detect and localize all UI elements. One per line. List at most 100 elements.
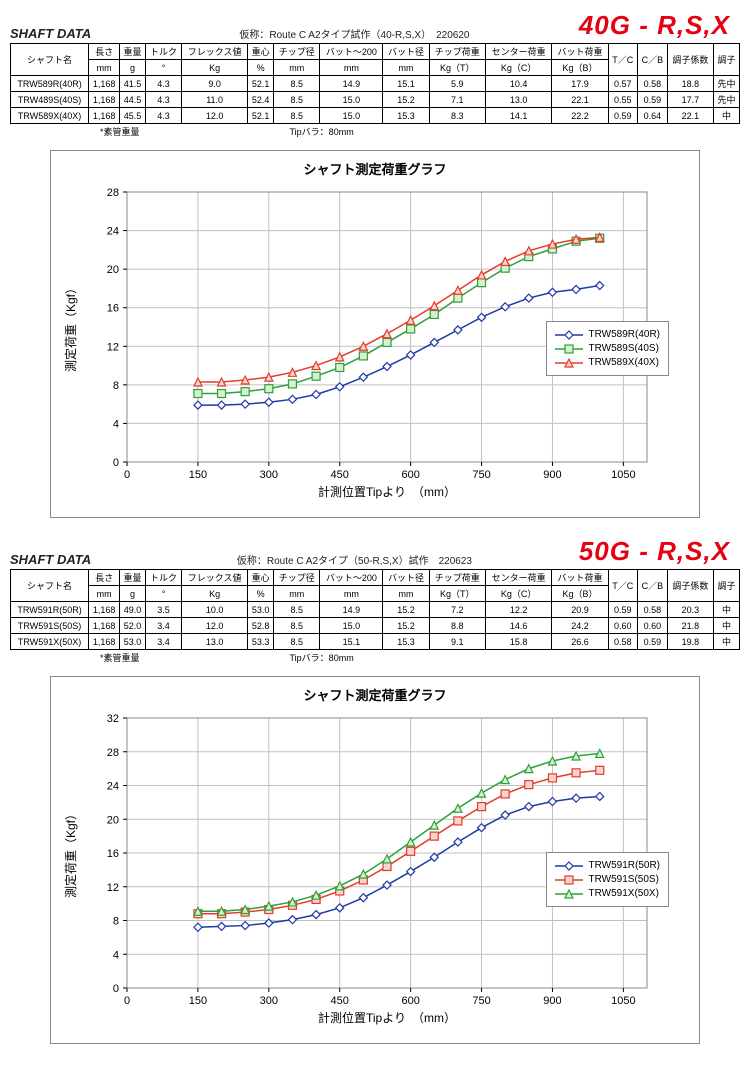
table-cell: 15.1 [320, 634, 383, 650]
table-subheader: Kg [182, 60, 248, 76]
table-subheader: g [120, 60, 146, 76]
table-cell: 52.0 [120, 618, 146, 634]
chart-container: シャフト測定荷重グラフ 0481216202428320150300450600… [50, 676, 700, 1044]
svg-text:600: 600 [401, 469, 419, 481]
table-cell: 0.64 [637, 108, 667, 124]
table-cell: 20.3 [667, 602, 713, 618]
footnote: Tipバラ：80mm [290, 651, 354, 664]
table-cell: 44.5 [120, 92, 146, 108]
table-cell: 14.9 [320, 76, 383, 92]
table-cell: 4.3 [146, 108, 182, 124]
table-cell: 0.59 [637, 634, 667, 650]
table-cell: 1,168 [89, 92, 120, 108]
table-cell: TRW591S(50S) [11, 618, 89, 634]
table-cell: TRW589R(40R) [11, 76, 89, 92]
section-red-title: 40G - R,S,X [579, 10, 730, 41]
svg-text:300: 300 [260, 469, 278, 481]
table-header: 長さ [89, 44, 120, 60]
svg-text:150: 150 [189, 469, 207, 481]
table-subheader: ° [146, 60, 182, 76]
table-subheader: Kg（C） [485, 586, 551, 602]
section-red-title: 50G - R,S,X [579, 536, 730, 567]
table-header: バット径 [383, 44, 429, 60]
shaft-data-label: SHAFT DATA [10, 26, 130, 41]
table-cell: 1,168 [89, 634, 120, 650]
table-cell: 1,168 [89, 602, 120, 618]
table-cell: 1,168 [89, 618, 120, 634]
table-cell: 8.5 [274, 76, 320, 92]
table-header: バット～200 [320, 44, 383, 60]
table-subheader: Kg（C） [485, 60, 551, 76]
svg-text:24: 24 [107, 781, 119, 793]
table-cell: 中 [713, 602, 739, 618]
chart-title: シャフト測定荷重グラフ [57, 685, 693, 704]
table-cell: 8.5 [274, 108, 320, 124]
svg-text:32: 32 [107, 713, 119, 725]
table-cell: 13.0 [182, 634, 248, 650]
table-cell: 12.0 [182, 618, 248, 634]
legend-row: TRW591R(50R) [555, 860, 661, 871]
table-header: シャフト名 [11, 44, 89, 76]
svg-text:600: 600 [401, 995, 419, 1007]
footnote: Tipバラ：80mm [290, 125, 354, 138]
svg-text:0: 0 [124, 995, 130, 1007]
table-header: チップ径 [274, 44, 320, 60]
table-header: T／C [608, 570, 637, 602]
svg-text:測定荷重（Kgf）: 測定荷重（Kgf） [63, 808, 78, 898]
table-cell: 22.1 [667, 108, 713, 124]
legend-row: TRW591S(50S) [555, 874, 661, 885]
table-subheader: mm [274, 586, 320, 602]
svg-text:300: 300 [260, 995, 278, 1007]
table-cell: 8.3 [429, 108, 485, 124]
table-cell: 0.58 [608, 634, 637, 650]
table-header: 重量 [120, 570, 146, 586]
legend-row: TRW589S(40S) [555, 343, 661, 354]
svg-text:24: 24 [107, 226, 119, 238]
table-cell: 1,168 [89, 76, 120, 92]
legend-label: TRW591X(50X) [589, 888, 659, 899]
shaft-data-label: SHAFT DATA [10, 552, 130, 567]
table-header: センター荷重 [485, 44, 551, 60]
table-cell: 41.5 [120, 76, 146, 92]
svg-text:900: 900 [543, 469, 561, 481]
table-cell: 先中 [713, 92, 739, 108]
table-subheader: mm [320, 60, 383, 76]
svg-text:0: 0 [113, 983, 119, 995]
table-header: C／B [637, 570, 667, 602]
table-cell: 7.1 [429, 92, 485, 108]
table-subheader: Kg（B） [552, 586, 608, 602]
svg-text:12: 12 [107, 882, 119, 894]
legend-row: TRW589X(40X) [555, 357, 661, 368]
table-cell: 0.59 [637, 92, 667, 108]
svg-text:12: 12 [107, 341, 119, 353]
table-cell: 24.2 [552, 618, 608, 634]
table-header: 調子係数 [667, 44, 713, 76]
table-cell: 0.57 [608, 76, 637, 92]
legend-row: TRW589R(40R) [555, 329, 661, 340]
svg-text:750: 750 [472, 469, 490, 481]
shaft-section: SHAFT DATA 仮称：Route C A2タイプ（50-R,S,X）試作 … [10, 536, 740, 1044]
table-cell: 5.9 [429, 76, 485, 92]
table-footnotes: *素管重量 Tipバラ：80mm [10, 651, 740, 664]
table-header: バット荷重 [552, 570, 608, 586]
svg-text:450: 450 [331, 469, 349, 481]
table-cell: 先中 [713, 76, 739, 92]
table-cell: 22.1 [552, 92, 608, 108]
table-cell: 1,168 [89, 108, 120, 124]
table-cell: 0.55 [608, 92, 637, 108]
svg-text:20: 20 [107, 814, 119, 826]
table-header: 調子 [713, 44, 739, 76]
table-subheader: mm [89, 60, 120, 76]
table-cell: 0.60 [608, 618, 637, 634]
table-header: シャフト名 [11, 570, 89, 602]
legend-label: TRW589X(40X) [589, 357, 659, 368]
svg-text:28: 28 [107, 747, 119, 759]
table-cell: 9.0 [182, 76, 248, 92]
table-footnotes: *素管重量 Tipバラ：80mm [10, 125, 740, 138]
table-cell: 15.0 [320, 108, 383, 124]
table-header: センター荷重 [485, 570, 551, 586]
table-cell: 52.4 [248, 92, 274, 108]
table-cell: 0.59 [608, 602, 637, 618]
table-header: トルク [146, 44, 182, 60]
table-header: 調子 [713, 570, 739, 602]
